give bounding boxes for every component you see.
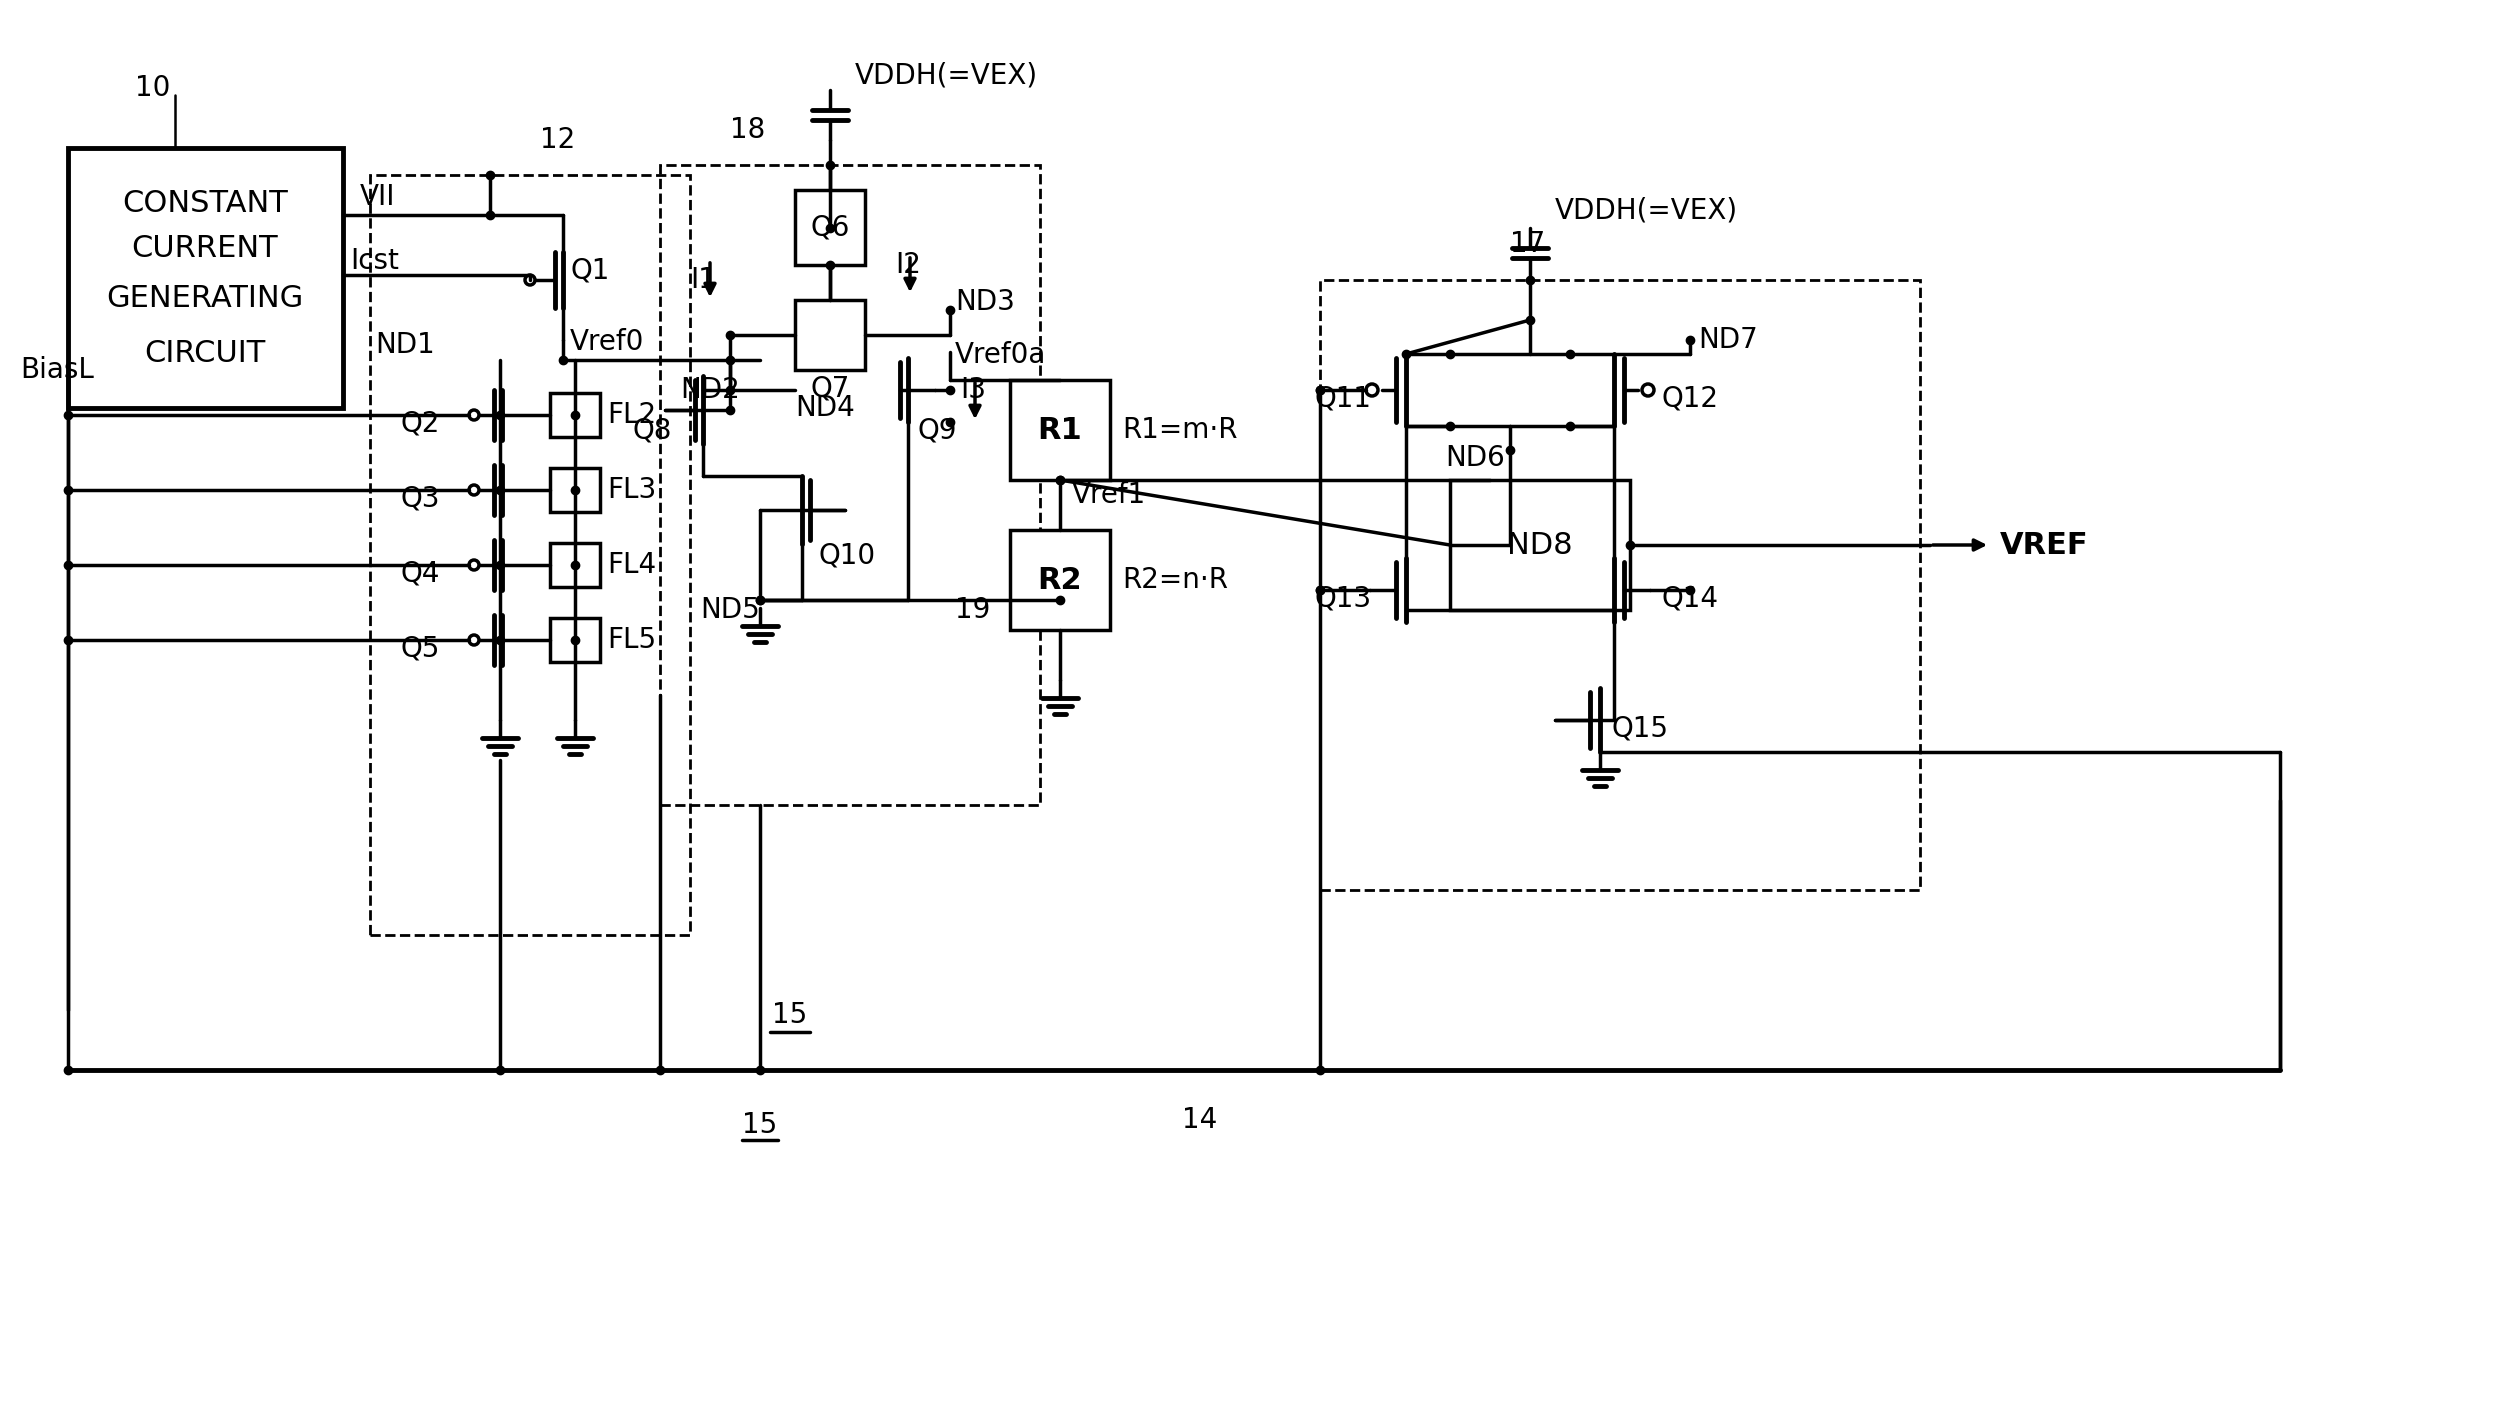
Text: Vref1: Vref1 — [1072, 481, 1147, 509]
Text: ND3: ND3 — [955, 289, 1015, 317]
Bar — [661, 165, 1040, 806]
Text: ND4: ND4 — [796, 394, 855, 422]
Text: ND2: ND2 — [681, 375, 741, 403]
Text: ND5: ND5 — [701, 595, 761, 623]
Bar — [1010, 380, 1110, 481]
Bar — [796, 191, 865, 265]
Text: FL4: FL4 — [606, 551, 656, 579]
Text: GENERATING: GENERATING — [107, 283, 304, 312]
Text: 19: 19 — [955, 595, 990, 623]
Text: 18: 18 — [731, 116, 766, 144]
Text: VII: VII — [359, 184, 397, 212]
Text: Q6: Q6 — [811, 213, 850, 241]
Bar — [1319, 280, 1920, 890]
Text: 14: 14 — [1182, 1105, 1217, 1133]
Text: FL3: FL3 — [606, 476, 656, 504]
Text: Vref0: Vref0 — [571, 328, 643, 356]
Text: ND8: ND8 — [1506, 531, 1574, 559]
Bar — [551, 468, 601, 511]
Bar — [1449, 481, 1631, 609]
Text: ND1: ND1 — [374, 331, 434, 359]
Bar — [1010, 530, 1110, 630]
Text: FL2: FL2 — [606, 401, 656, 429]
Text: 10: 10 — [135, 74, 170, 102]
Text: Q5: Q5 — [399, 635, 439, 663]
Text: CURRENT: CURRENT — [132, 234, 279, 262]
Text: VREF: VREF — [2000, 531, 2087, 559]
Text: R2: R2 — [1038, 566, 1082, 594]
Text: Q10: Q10 — [818, 541, 875, 569]
Text: Q1: Q1 — [571, 256, 609, 284]
Bar — [551, 618, 601, 663]
Bar — [67, 149, 344, 408]
Text: VDDH(=VEX): VDDH(=VEX) — [1554, 196, 1738, 224]
Text: I2: I2 — [895, 251, 920, 279]
Text: I1: I1 — [691, 266, 716, 294]
Text: FL5: FL5 — [606, 626, 656, 654]
Bar — [369, 175, 691, 934]
Text: Q12: Q12 — [1661, 384, 1718, 412]
Text: 12: 12 — [541, 126, 576, 154]
Text: VDDH(=VEX): VDDH(=VEX) — [855, 62, 1038, 90]
Text: R1: R1 — [1038, 416, 1082, 444]
Text: Q2: Q2 — [399, 409, 439, 437]
Bar — [551, 544, 601, 587]
Text: Q8: Q8 — [633, 416, 673, 444]
Text: R2=n·R: R2=n·R — [1122, 566, 1227, 594]
Text: Vref0a: Vref0a — [955, 340, 1047, 368]
Text: BiasL: BiasL — [20, 356, 95, 384]
Text: ND6: ND6 — [1444, 444, 1504, 472]
Text: Q14: Q14 — [1661, 584, 1718, 612]
Text: Q9: Q9 — [918, 416, 958, 444]
Text: CONSTANT: CONSTANT — [122, 189, 287, 217]
Bar — [796, 300, 865, 370]
Text: Q11: Q11 — [1314, 384, 1372, 412]
Text: CIRCUIT: CIRCUIT — [145, 339, 267, 367]
Bar — [551, 394, 601, 437]
Text: Q3: Q3 — [399, 483, 439, 511]
Text: Q13: Q13 — [1314, 584, 1372, 612]
Text: Q15: Q15 — [1611, 715, 1668, 743]
Text: I3: I3 — [960, 375, 985, 403]
Text: 15: 15 — [743, 1111, 778, 1139]
Text: 15: 15 — [773, 1000, 808, 1028]
Text: Q4: Q4 — [399, 559, 439, 587]
Text: 17: 17 — [1509, 230, 1546, 258]
Text: ND7: ND7 — [1698, 326, 1758, 354]
Text: R1=m·R: R1=m·R — [1122, 416, 1237, 444]
Text: Q7: Q7 — [811, 374, 850, 402]
Text: Icst: Icst — [349, 247, 399, 275]
